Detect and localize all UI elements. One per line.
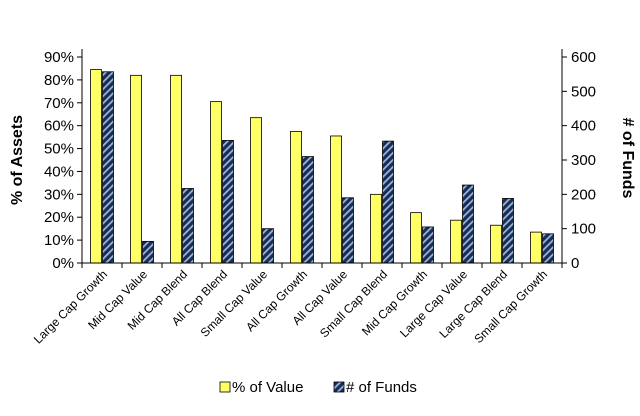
y2-axis-ticks: 0 100 200 300 400 500 600 [562,49,596,272]
y-tick-label: 30% [44,186,74,203]
legend-label-funds: # of Funds [346,379,417,396]
bar-funds-7 [382,140,394,264]
bar-value-0 [90,69,102,264]
bar-value-9 [450,219,462,264]
y2-tick-label: 500 [571,83,596,100]
y-tick-label: 50% [44,141,74,158]
y-tick-label: 90% [44,49,74,66]
y2-axis-title: # of Funds [619,118,636,199]
y-tick-label: 20% [44,209,74,226]
y2-axis-label: # of Funds [619,118,636,199]
y2-tick-label: 400 [571,118,596,135]
y-tick-label: 40% [44,163,74,180]
plot-area [81,49,563,268]
y-tick-label: 60% [44,118,74,135]
bar-funds-4 [262,228,274,264]
y2-tick-label: 200 [571,186,596,203]
bar-funds-3 [222,140,234,264]
bar-funds-10 [502,198,514,264]
x-tick-label: Large Cap Growth [31,267,110,346]
y-tick-label: 80% [44,72,74,89]
bar-value-1 [130,74,142,264]
bar-funds-2 [182,188,194,264]
bar-value-2 [170,74,182,264]
bar-value-10 [490,224,502,264]
bar-value-6 [330,135,342,264]
bar-funds-9 [462,184,474,264]
y-axis-ticks: 0% 10% 20% 30% 40% 50% 60% 70% 80% 90% [44,49,82,272]
bar-funds-6 [342,197,354,264]
bar-funds-5 [302,156,314,264]
y-tick-label: 70% [44,95,74,112]
bar-value-7 [370,193,382,264]
y2-tick-label: 300 [571,152,596,169]
y2-tick-label: 0 [571,255,579,272]
legend-swatch-value [219,381,231,393]
legend-label-value: % of Value [232,379,303,396]
bar-value-8 [410,212,422,264]
legend: % of Value # of Funds [219,379,417,396]
y-tick-label: 10% [44,232,74,249]
y-tick-label: 0% [52,255,74,272]
bar-value-5 [290,130,302,264]
bar-value-3 [210,101,222,264]
x-tick-label: Small Cap Growth [471,267,550,346]
bar-funds-0 [102,71,114,264]
y-axis-label: % of Assets [9,115,26,205]
y-axis-title: % of Assets [9,115,26,205]
x-tick-label: Large Cap Blend [437,267,511,341]
bar-funds-8 [422,226,434,264]
y2-tick-label: 100 [571,221,596,238]
bar-value-11 [530,231,542,264]
bar-funds-11 [542,233,554,264]
bar-value-4 [250,117,262,264]
bar-funds-1 [142,240,154,264]
y2-tick-label: 600 [571,49,596,66]
legend-swatch-funds [333,381,345,393]
